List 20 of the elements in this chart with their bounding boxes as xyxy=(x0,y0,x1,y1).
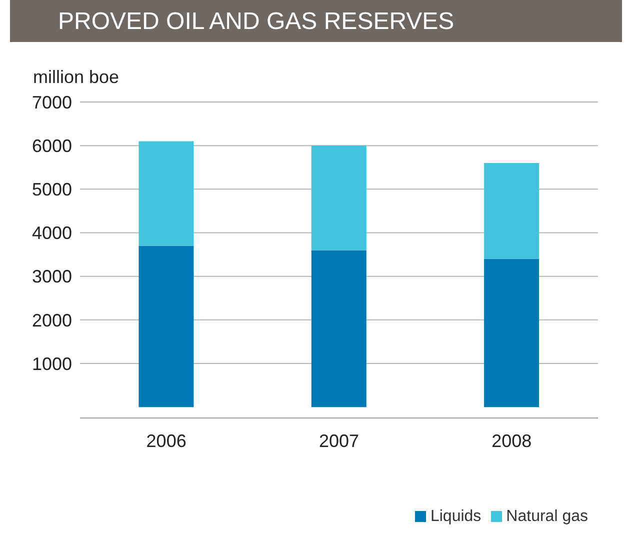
bar xyxy=(311,250,366,408)
x-tick-label: 2007 xyxy=(318,430,360,451)
y-axis-title: million boe xyxy=(33,67,120,88)
y-tick-label: 3000 xyxy=(32,266,72,287)
bar xyxy=(484,258,540,408)
legend-label: Liquids xyxy=(430,508,482,525)
y-tick-label: 7000 xyxy=(32,92,72,112)
x-tick-label: 2006 xyxy=(146,430,186,451)
y-tick-label: 1000 xyxy=(32,354,72,374)
bar xyxy=(484,163,540,259)
y-tick-label: 2000 xyxy=(32,310,72,330)
y-tick-label: 6000 xyxy=(32,136,72,156)
legend-label: Natural gas xyxy=(506,508,588,525)
bar xyxy=(138,246,194,408)
bar xyxy=(138,141,194,246)
bar xyxy=(311,146,366,250)
y-tick-label: 5000 xyxy=(32,180,72,200)
x-tick-label: 2008 xyxy=(492,430,532,451)
y-tick-label: 4000 xyxy=(32,223,72,244)
chart-title: PROVED OIL AND GAS RESERVES xyxy=(10,0,622,42)
